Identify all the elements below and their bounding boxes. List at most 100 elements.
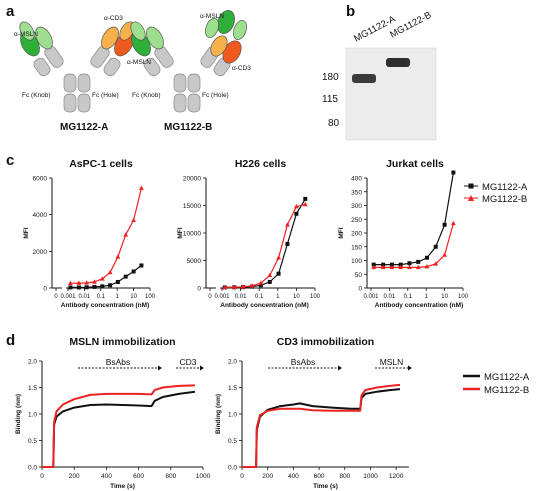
- legend-d-label-b: MG1122-B: [484, 385, 529, 396]
- data-point-a: [84, 285, 89, 290]
- data-point-a: [92, 284, 97, 289]
- data-point-a: [371, 262, 376, 267]
- series-line-a: [70, 264, 142, 288]
- legend-c-label-b: MG1122-B: [482, 194, 527, 205]
- x-tick-label: 1: [116, 294, 120, 300]
- x-tick-label: 1: [276, 294, 280, 300]
- data-point-a: [451, 170, 456, 175]
- x-axis-label: Time (s): [313, 483, 338, 490]
- y-tick-label: 0: [358, 286, 362, 293]
- x-tick-label: 0.001: [214, 294, 230, 300]
- data-point-b: [67, 280, 73, 286]
- x-tick-label: 0.1: [97, 294, 106, 300]
- x-tick-label: 10: [130, 294, 137, 300]
- y-tick-label: 0.5: [228, 438, 237, 445]
- antibody-a-name: MG1122-A: [60, 122, 108, 133]
- antibody-b-name: MG1122-B: [164, 122, 212, 133]
- label-b-msln-top: α-MSLN: [200, 13, 224, 20]
- y-tick-label: 0: [43, 286, 47, 293]
- label-a-msln: α-MSLN: [14, 31, 38, 38]
- x-tick-label: 200: [262, 473, 273, 480]
- data-point-b: [139, 185, 144, 190]
- data-point-a: [398, 262, 403, 267]
- data-point-a: [294, 211, 299, 216]
- x-tick-label: 1200: [389, 473, 404, 480]
- y-axis-label: Binding (nm): [215, 394, 222, 434]
- y-axis-label: MFI: [338, 227, 345, 238]
- panel-label-c: c: [6, 152, 14, 169]
- x-tick-label: 0.01: [235, 294, 247, 300]
- y-tick-label: 300: [351, 203, 362, 210]
- y-tick-label: 250: [351, 217, 362, 224]
- y-tick-label: 20000: [183, 176, 201, 183]
- gel-lane-b: MG1122-B: [388, 10, 433, 41]
- x-tick-label: 0: [54, 294, 58, 300]
- data-point-b: [371, 264, 377, 270]
- y-tick-label: 100: [351, 258, 362, 265]
- data-point-a: [381, 262, 386, 267]
- data-point-b: [407, 264, 412, 270]
- x-tick-label: 100: [310, 294, 321, 300]
- series-line-b: [42, 384, 195, 468]
- y-tick-label: 400: [351, 176, 362, 183]
- x-tick-label: 0.001: [363, 294, 379, 300]
- label-a-fc-knob: Fc (Knob): [22, 92, 51, 99]
- data-point-a: [68, 285, 73, 290]
- legend-c-marker-b: [468, 195, 474, 201]
- x-tick-label: 800: [165, 473, 176, 480]
- y-tick-label: 0.0: [228, 465, 237, 472]
- data-point-a: [115, 279, 120, 284]
- y-tick-label: 0.5: [28, 438, 37, 445]
- data-point-b: [398, 264, 404, 270]
- label-a-fc-hole: Fc (Hole): [92, 92, 119, 99]
- y-tick-label: 1.0: [228, 412, 237, 419]
- data-point-b: [222, 284, 228, 290]
- legend-c-marker-a: [468, 183, 474, 189]
- x-tick-label: 1000: [196, 473, 211, 480]
- chart-title: AsPC-1 cells: [69, 158, 133, 170]
- data-point-b: [433, 261, 439, 266]
- y-tick-label: 350: [351, 189, 362, 196]
- data-point-b: [276, 255, 281, 260]
- x-tick-label: 0: [208, 294, 212, 300]
- data-point-b: [249, 283, 255, 288]
- annotation-label: CD3: [179, 357, 196, 367]
- data-point-b: [450, 220, 456, 226]
- series-line-a: [242, 388, 401, 468]
- y-tick-label: 1.5: [28, 385, 37, 392]
- legend-c: MG1122-A MG1122-B: [464, 182, 528, 205]
- y-tick-label: 2.0: [28, 359, 37, 366]
- chart-title: MSLN immobilization: [69, 336, 175, 348]
- data-point-b: [84, 280, 90, 285]
- annotation-label: BsAbs: [291, 357, 316, 367]
- series-line-b: [373, 223, 454, 268]
- x-axis-label: Antibody concentration (nM): [375, 302, 463, 309]
- chart-jurkat: Jurkat cells 0 50 100 150 200 250 300 350 400 0.00…: [338, 158, 469, 309]
- x-tick-label: 100: [145, 294, 156, 300]
- series-line-b: [224, 203, 306, 288]
- data-point-b: [389, 264, 395, 270]
- panel-label-b: b: [346, 3, 355, 20]
- label-b-cd3: α-CD3: [232, 65, 251, 72]
- label-b-msln-left: α-MSLN: [127, 59, 151, 66]
- y-tick-label: 2000: [33, 249, 48, 256]
- data-point-b: [107, 269, 113, 275]
- legend-c-label-a: MG1122-A: [482, 182, 528, 193]
- label-a-cd3: α-CD3: [104, 15, 123, 22]
- legend-d-label-a: MG1122-A: [484, 372, 530, 383]
- chart-title: Jurkat cells: [386, 158, 444, 170]
- y-tick-label: 1.0: [28, 412, 37, 419]
- data-point-a: [407, 261, 412, 266]
- x-tick-label: 10: [441, 294, 448, 300]
- x-axis-label: Time (s): [110, 483, 135, 490]
- label-b-fc-knob: Fc (Knob): [132, 92, 161, 99]
- panel-label-d: d: [6, 332, 15, 349]
- y-tick-label: 1.5: [228, 385, 237, 392]
- data-point-b: [231, 284, 237, 289]
- data-point-a: [258, 283, 263, 288]
- annotation-label: BsAbs: [106, 357, 131, 367]
- data-point-a: [76, 285, 81, 290]
- data-point-a: [267, 279, 272, 284]
